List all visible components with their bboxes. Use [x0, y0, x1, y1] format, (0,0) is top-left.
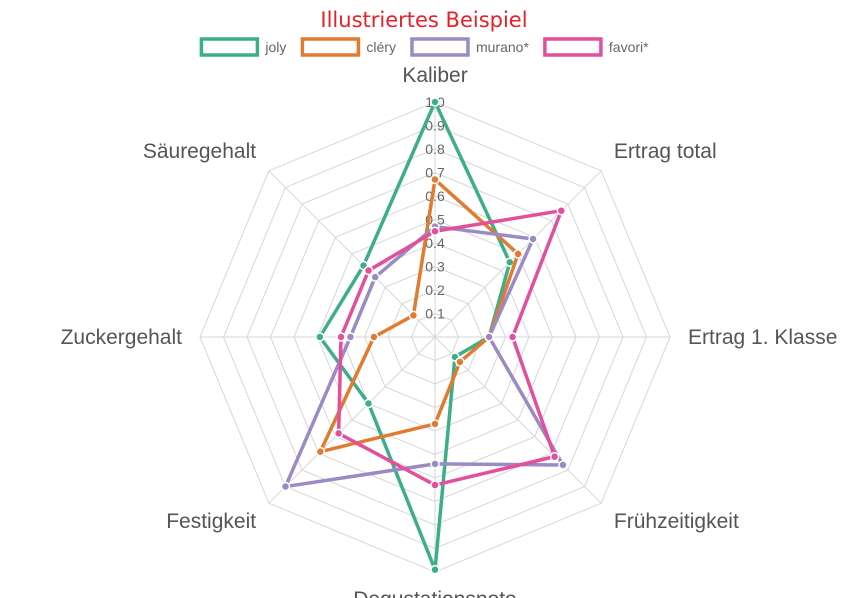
legend-swatch — [543, 37, 603, 57]
grid-spoke — [268, 170, 436, 338]
tick-label: 0.2 — [425, 282, 445, 298]
data-point — [363, 398, 374, 409]
data-point — [363, 265, 374, 276]
series-murano — [280, 221, 568, 492]
legend-label: cléry — [366, 39, 396, 55]
legend-swatch — [410, 37, 470, 57]
data-point — [430, 564, 440, 575]
data-point — [484, 332, 494, 342]
data-point — [408, 310, 419, 321]
data-point — [336, 332, 346, 342]
grid-spoke — [268, 336, 436, 504]
legend-label: favori* — [609, 39, 649, 55]
data-point — [455, 357, 465, 367]
data-point — [369, 332, 379, 342]
axis-label: Frühzeitigkeit — [614, 510, 739, 533]
axis-label: Zuckergehalt — [61, 326, 183, 349]
series-layer — [280, 97, 568, 575]
radial-tick-labels: 0.10.20.30.40.50.60.70.80.91.0 — [425, 94, 445, 322]
axis-label: Säuregehalt — [143, 140, 256, 163]
tick-label: 0.8 — [425, 141, 445, 157]
legend-swatch — [300, 37, 361, 57]
data-point — [513, 249, 523, 259]
radar-grid — [199, 101, 671, 573]
axis-label: Ertrag total — [614, 140, 717, 163]
axis-label: Kaliber — [402, 64, 467, 87]
series-clry — [315, 174, 523, 457]
data-point — [315, 332, 325, 342]
legend-swatch — [199, 37, 260, 57]
axis-labels: Kaliber Ertrag total Ertrag 1. Klasse Frühz… — [61, 64, 838, 598]
data-point — [430, 419, 440, 429]
data-point — [315, 446, 326, 457]
axis-label: Degustationsnote — [353, 588, 516, 598]
tick-label: 0.4 — [425, 235, 445, 251]
tick-label: 0.7 — [425, 165, 445, 181]
tick-label: 0.1 — [425, 306, 445, 322]
data-point — [333, 428, 344, 439]
data-point — [370, 272, 380, 282]
chart-title: Illustriertes Beispiel — [320, 8, 527, 32]
axis-label: Ertrag 1. Klasse — [688, 326, 837, 349]
data-point — [280, 481, 291, 492]
data-point — [345, 332, 356, 342]
data-point — [528, 234, 538, 244]
tick-label: 0.6 — [425, 188, 445, 204]
legend-label: murano* — [476, 39, 529, 55]
data-point — [556, 205, 567, 216]
data-point — [430, 226, 440, 236]
tick-label: 0.3 — [425, 259, 445, 275]
data-point — [507, 332, 518, 342]
series-favori — [333, 205, 567, 490]
data-point — [549, 451, 560, 462]
data-point — [430, 174, 440, 185]
data-point — [430, 97, 440, 107]
data-point — [430, 459, 440, 469]
data-point — [558, 460, 568, 470]
axis-label: Festigkeit — [166, 510, 256, 533]
legend-label: joly — [264, 39, 286, 55]
legend: joly cléry murano* favori* — [199, 37, 649, 57]
data-point — [430, 480, 440, 490]
tick-label: 0.9 — [425, 118, 445, 134]
